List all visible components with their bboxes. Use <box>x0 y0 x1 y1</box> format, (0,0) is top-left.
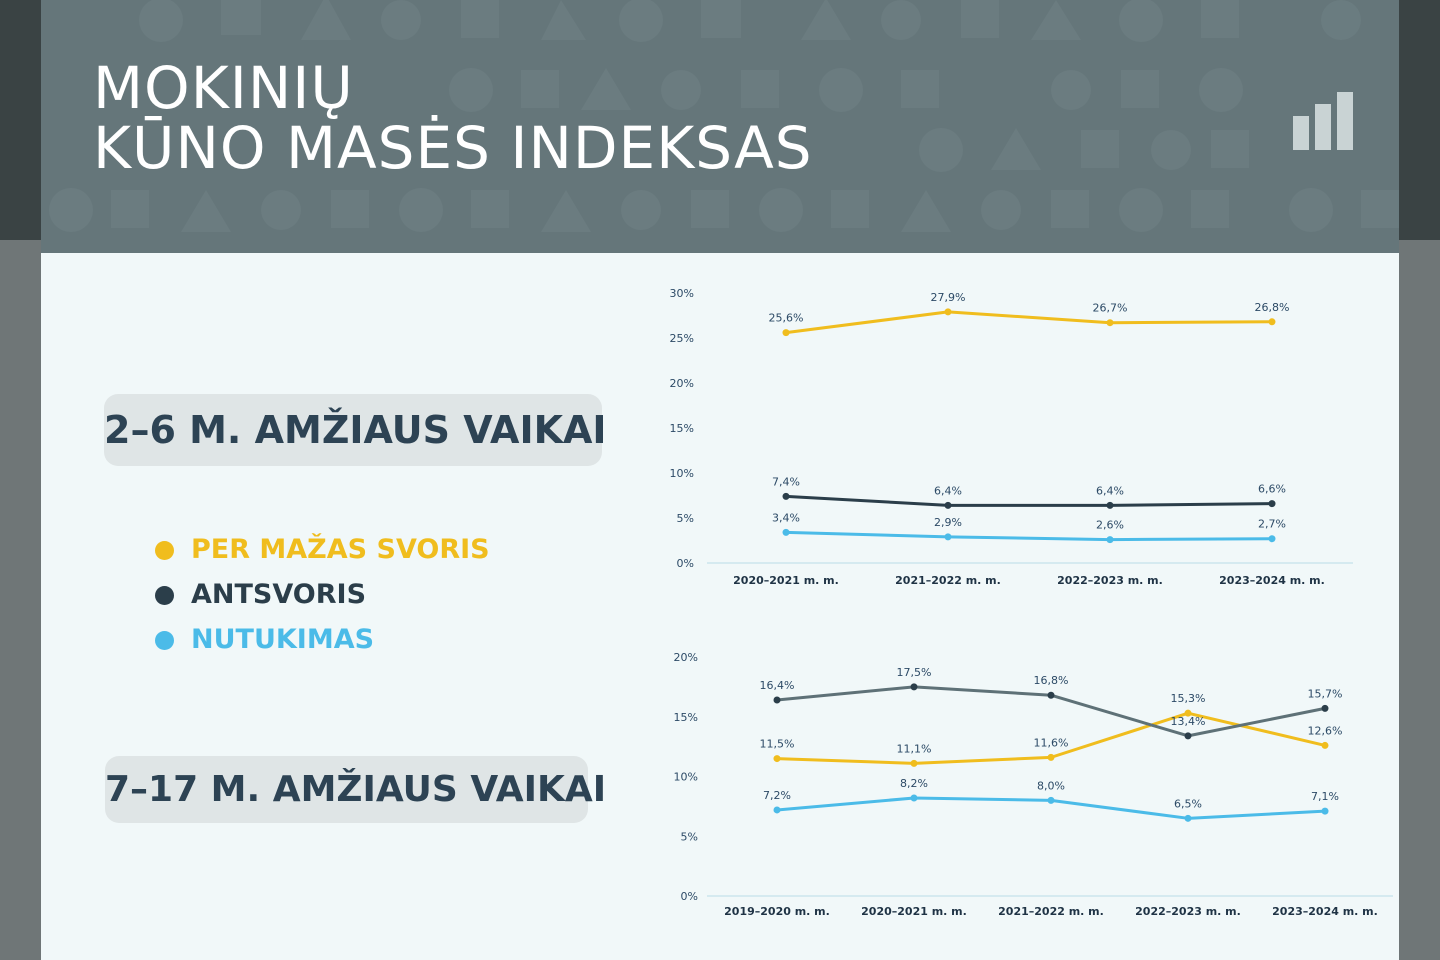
data-label-underweight: 27,9% <box>931 291 966 304</box>
data-point-overweight <box>782 492 790 500</box>
y-tick-label: 15% <box>674 711 698 724</box>
x-tick-label: 2020–2021 m. m. <box>733 574 839 587</box>
data-label-obesity: 7,2% <box>763 789 791 802</box>
data-point-obesity <box>944 533 952 541</box>
infographic-card: MOKINIŲ KŪNO MASĖS INDEKSAS 2–6 M. AMŽIA… <box>41 0 1399 960</box>
page-title: MOKINIŲ KŪNO MASĖS INDEKSAS <box>93 58 813 178</box>
y-tick-label: 20% <box>674 651 698 664</box>
group-label-2-6: 2–6 M. AMŽIAUS VAIKAI <box>104 394 607 466</box>
data-label-underweight: 26,8% <box>1255 301 1290 314</box>
data-point-overweight <box>1321 704 1329 712</box>
data-point-overweight <box>773 696 781 704</box>
data-label-underweight: 12,6% <box>1308 724 1343 737</box>
y-tick-label: 0% <box>677 557 694 570</box>
y-tick-label: 10% <box>674 771 698 784</box>
x-tick-label: 2021–2022 m. m. <box>895 574 1001 587</box>
data-label-overweight: 7,4% <box>772 475 800 488</box>
x-tick-label: 2023–2024 m. m. <box>1272 905 1378 918</box>
x-tick-label: 2022–2023 m. m. <box>1057 574 1163 587</box>
data-point-underweight <box>782 329 790 337</box>
y-tick-label: 20% <box>670 377 694 390</box>
data-point-obesity <box>1321 807 1329 815</box>
header-pattern <box>49 0 1399 232</box>
data-label-overweight: 6,4% <box>1096 484 1124 497</box>
y-tick-label: 15% <box>670 422 694 435</box>
data-label-obesity: 2,9% <box>934 516 962 529</box>
x-tick-label: 2022–2023 m. m. <box>1135 905 1241 918</box>
x-tick-label: 2021–2022 m. m. <box>998 905 1104 918</box>
data-label-obesity: 8,0% <box>1037 779 1065 792</box>
data-point-overweight <box>1268 500 1276 508</box>
data-label-overweight: 15,7% <box>1308 687 1343 700</box>
header-banner: MOKINIŲ KŪNO MASĖS INDEKSAS <box>41 0 1399 253</box>
data-label-obesity: 2,7% <box>1258 518 1286 531</box>
y-tick-label: 30% <box>670 287 694 300</box>
chart-ages-2-6: 0% 5% 10% 15% 20% 25% 30% 2020–2021 m. m. 2021–2… <box>670 287 1353 587</box>
data-point-obesity <box>1047 796 1055 804</box>
group-label-7-17: 7–17 M. AMŽIAUS VAIKAI <box>105 756 606 823</box>
data-label-obesity: 3,4% <box>772 511 800 524</box>
data-point-overweight <box>1047 691 1055 699</box>
data-label-obesity: 7,1% <box>1311 790 1339 803</box>
data-label-overweight: 6,6% <box>1258 483 1286 496</box>
series-line-obesity <box>785 530 1273 542</box>
data-point-obesity <box>782 528 790 536</box>
data-label-obesity: 2,6% <box>1096 519 1124 532</box>
x-tick-label: 2023–2024 m. m. <box>1219 574 1325 587</box>
data-label-overweight: 17,5% <box>897 666 932 679</box>
y-tick-label: 5% <box>677 512 694 525</box>
data-point-underweight <box>773 755 781 763</box>
data-point-underweight <box>1321 741 1329 749</box>
data-label-underweight: 11,1% <box>897 742 932 755</box>
legend-item-overweight: ANTSVORIS <box>155 575 490 620</box>
data-point-obesity <box>1184 814 1192 822</box>
y-tick-label: 10% <box>670 467 694 480</box>
bar-chart-icon <box>1293 92 1353 150</box>
data-point-overweight <box>1106 501 1114 509</box>
data-label-overweight: 13,4% <box>1171 715 1206 728</box>
data-point-underweight <box>1184 709 1192 717</box>
x-tick-label: 2020–2021 m. m. <box>861 905 967 918</box>
data-point-overweight <box>1184 732 1192 740</box>
data-point-underweight <box>1047 753 1055 761</box>
data-point-underweight <box>910 759 918 767</box>
data-point-obesity <box>910 794 918 802</box>
series-line-underweight <box>785 310 1273 335</box>
y-tick-label: 0% <box>681 890 698 903</box>
legend-dot-obesity <box>155 631 174 650</box>
data-label-underweight: 26,7% <box>1093 302 1128 315</box>
data-label-underweight: 11,6% <box>1034 736 1069 749</box>
data-point-obesity <box>773 806 781 814</box>
title-line-1: MOKINIŲ <box>93 54 354 122</box>
data-label-obesity: 6,5% <box>1174 797 1202 810</box>
series-line-overweight <box>785 494 1273 507</box>
data-point-overweight <box>944 501 952 509</box>
legend-dot-underweight <box>155 541 174 560</box>
data-label-underweight: 11,5% <box>760 738 795 751</box>
chart-ages-7-17: 0% 5% 10% 15% 20% 2019–2020 m. m. 2020–2021 m.… <box>674 651 1393 918</box>
legend-label-obesity: NUTUKIMAS <box>191 624 375 655</box>
data-point-underweight <box>1268 318 1276 326</box>
data-point-overweight <box>910 683 918 691</box>
legend-dot-overweight <box>155 586 174 605</box>
data-point-obesity <box>1106 536 1114 544</box>
legend-item-underweight: PER MAŽAS SVORIS <box>155 530 490 575</box>
data-label-obesity: 8,2% <box>900 777 928 790</box>
legend: PER MAŽAS SVORIS ANTSVORIS NUTUKIMAS <box>155 530 490 665</box>
y-tick-label: 25% <box>670 332 694 345</box>
y-tick-label: 5% <box>681 830 698 843</box>
data-label-overweight: 16,4% <box>760 679 795 692</box>
data-label-underweight: 15,3% <box>1171 692 1206 705</box>
x-tick-label: 2019–2020 m. m. <box>724 905 830 918</box>
data-point-underweight <box>1106 319 1114 327</box>
legend-label-overweight: ANTSVORIS <box>191 579 367 610</box>
data-point-underweight <box>944 308 952 316</box>
legend-label-underweight: PER MAŽAS SVORIS <box>191 534 490 565</box>
title-line-2: KŪNO MASĖS INDEKSAS <box>93 114 813 182</box>
data-label-overweight: 6,4% <box>934 484 962 497</box>
data-label-underweight: 25,6% <box>769 312 804 325</box>
data-point-obesity <box>1268 535 1276 543</box>
legend-item-obesity: NUTUKIMAS <box>155 620 490 665</box>
data-label-overweight: 16,8% <box>1034 674 1069 687</box>
